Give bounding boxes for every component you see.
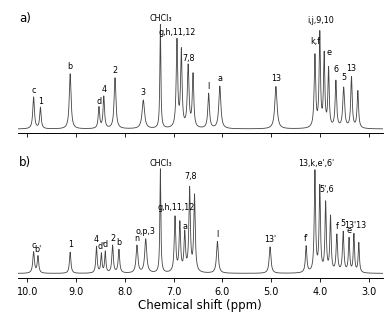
Text: CHCl₃: CHCl₃ <box>149 14 172 23</box>
Text: d': d' <box>98 242 105 251</box>
Text: o,p,3: o,p,3 <box>136 227 156 236</box>
Text: d: d <box>103 240 108 249</box>
Text: 4: 4 <box>101 85 106 94</box>
Text: 7,8: 7,8 <box>182 54 194 63</box>
Text: a): a) <box>19 12 31 24</box>
Text: b: b <box>68 62 73 71</box>
Text: f: f <box>335 222 338 231</box>
Text: 13: 13 <box>347 64 356 73</box>
Text: l: l <box>216 230 219 239</box>
Text: e: e <box>326 48 331 57</box>
Text: g,h,11,12: g,h,11,12 <box>157 203 194 212</box>
Text: b): b) <box>19 156 32 169</box>
Text: 3: 3 <box>141 88 146 97</box>
Text: 1: 1 <box>38 97 43 106</box>
Text: n: n <box>135 234 139 243</box>
Text: f': f' <box>304 234 308 243</box>
Text: k,f: k,f <box>310 37 320 46</box>
Text: a: a <box>217 74 223 84</box>
Text: 6: 6 <box>333 65 338 74</box>
Text: e: e <box>347 226 352 235</box>
Text: c: c <box>32 86 36 95</box>
Text: l: l <box>207 82 210 91</box>
Text: 2: 2 <box>112 66 117 75</box>
Text: 13': 13' <box>264 235 276 244</box>
Text: c: c <box>32 241 36 250</box>
Text: 4: 4 <box>94 235 99 244</box>
Text: i,j,9,10: i,j,9,10 <box>307 16 334 25</box>
Text: 7,8: 7,8 <box>184 172 197 181</box>
Text: 5',6: 5',6 <box>319 185 334 194</box>
Text: 1: 1 <box>68 240 73 249</box>
Text: 13: 13 <box>271 74 281 84</box>
Text: 13'13: 13'13 <box>344 221 366 230</box>
Text: 5: 5 <box>341 73 346 82</box>
Text: b': b' <box>34 246 42 254</box>
Text: 13,k,e',6': 13,k,e',6' <box>298 159 334 167</box>
Text: a: a <box>182 222 187 231</box>
Text: 5: 5 <box>341 219 346 228</box>
Text: b: b <box>116 238 121 247</box>
Text: g,h,11,12: g,h,11,12 <box>158 28 196 37</box>
Text: Chemical shift (ppm): Chemical shift (ppm) <box>138 300 262 312</box>
Text: d: d <box>96 97 102 106</box>
Text: 2: 2 <box>110 234 115 243</box>
Text: CHCl₃: CHCl₃ <box>149 159 172 167</box>
